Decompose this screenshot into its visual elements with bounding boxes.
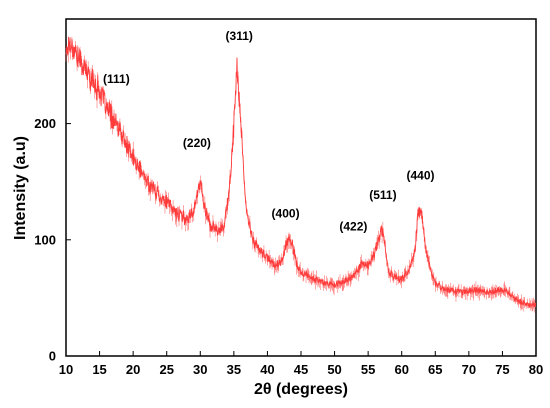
x-tick-label: 15	[92, 362, 106, 377]
peak-label: (440)	[407, 168, 435, 182]
y-tick-label: 100	[34, 232, 56, 247]
x-tick-label: 55	[361, 362, 375, 377]
peak-label: (311)	[226, 29, 253, 43]
y-axis-title: Intensity (a.u)	[12, 136, 29, 240]
peak-label: (422)	[339, 219, 367, 233]
x-tick-label: 25	[159, 362, 173, 377]
plot-frame	[65, 18, 537, 357]
tick-labels: 10 15 20 25 30 35 40 45 50 55 60 65 70 75 80 0 100 200	[34, 116, 543, 377]
axis-ticks	[65, 123, 537, 357]
y-tick-label: 0	[49, 349, 56, 364]
x-tick-label: 75	[495, 362, 509, 377]
xrd-signal-line	[65, 36, 537, 308]
x-tick-label: 70	[462, 362, 476, 377]
x-tick-label: 20	[126, 362, 140, 377]
x-tick-label: 10	[59, 362, 73, 377]
peak-annotations: (111) (220) (311) (400) (422) (511) (440)	[103, 29, 435, 234]
y-tick-label: 200	[34, 116, 56, 131]
peak-label: (400)	[272, 207, 300, 221]
x-tick-label: 30	[193, 362, 207, 377]
x-tick-label: 35	[227, 362, 241, 377]
x-tick-label: 60	[394, 362, 408, 377]
peak-label: (511)	[369, 188, 396, 202]
x-tick-label: 45	[294, 362, 308, 377]
x-tick-label: 50	[327, 362, 341, 377]
peak-label: (220)	[183, 136, 211, 150]
x-tick-label: 80	[529, 362, 543, 377]
x-tick-label: 40	[260, 362, 274, 377]
peak-label: (111)	[103, 72, 130, 86]
x-axis-title: 2θ (degrees)	[254, 381, 348, 398]
x-tick-label: 65	[428, 362, 442, 377]
